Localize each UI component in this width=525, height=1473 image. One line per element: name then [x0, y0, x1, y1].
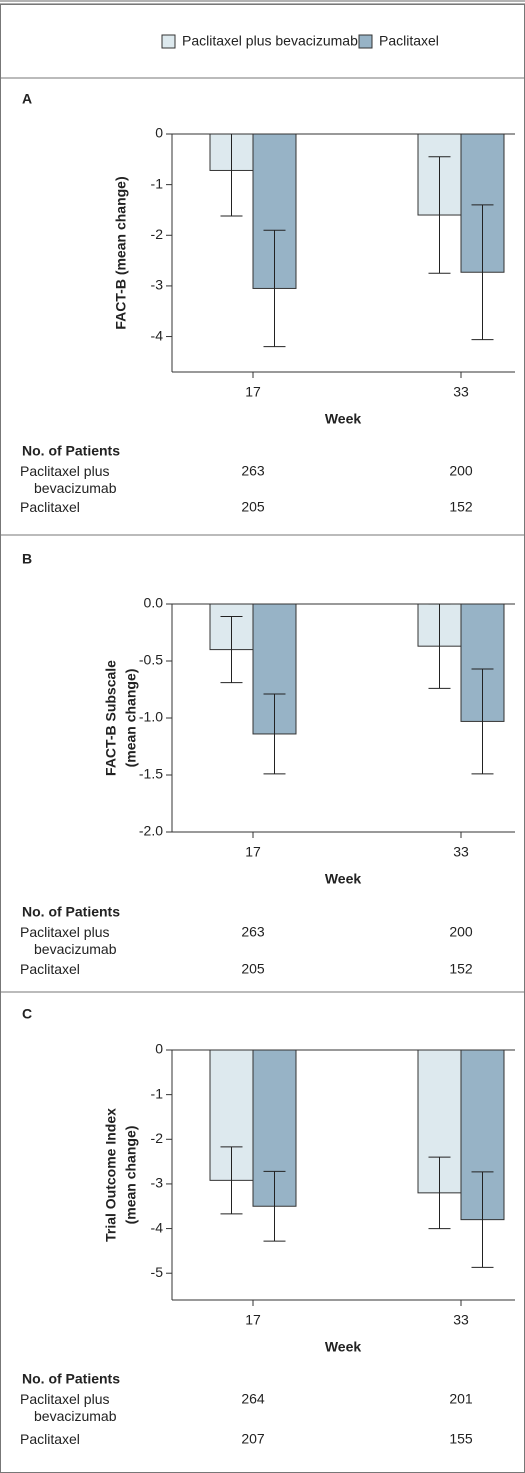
- y-axis-label: FACT-B Subscale: [103, 660, 119, 776]
- x-tick-label: 33: [453, 384, 469, 400]
- legend-label: Paclitaxel: [379, 33, 439, 49]
- panel-label: B: [22, 551, 32, 567]
- error-bar: [471, 1171, 494, 1268]
- y-tick-label: -4: [151, 327, 164, 343]
- x-tick-label: 17: [245, 1312, 261, 1328]
- patients-count: 152: [449, 961, 473, 977]
- error-bar: [428, 604, 451, 689]
- x-tick-label: 33: [453, 1312, 469, 1328]
- patients-count: 264: [241, 1391, 265, 1407]
- error-bar: [428, 1156, 451, 1230]
- panel-label: A: [22, 91, 32, 107]
- x-tick-label: 17: [245, 844, 261, 860]
- x-axis-label: Week: [325, 411, 362, 427]
- legend-label: Paclitaxel plus bevacizumab: [182, 33, 358, 49]
- y-axis-label: (mean change): [123, 1126, 139, 1225]
- x-axis-label: Week: [325, 871, 362, 887]
- error-bar: [471, 668, 494, 775]
- patients-title: No. of Patients: [22, 1371, 120, 1387]
- patients-count: 200: [449, 463, 473, 479]
- error-bar: [263, 229, 286, 348]
- y-tick-label: -3: [151, 1175, 164, 1191]
- x-axis-label: Week: [325, 1339, 362, 1355]
- x-tick-label: 33: [453, 844, 469, 860]
- y-tick-label: -2: [151, 226, 164, 242]
- y-tick-label: 0: [155, 1041, 163, 1057]
- patients-row-label: Paclitaxel plus bevacizumab: [20, 463, 117, 496]
- error-bar: [471, 204, 494, 341]
- error-bar: [263, 1170, 286, 1242]
- patients-count: 152: [449, 499, 473, 515]
- legend-swatch: [161, 34, 176, 49]
- y-tick-label: -2: [151, 1130, 164, 1146]
- y-tick-label: 0: [155, 125, 163, 141]
- y-tick-label: 0.0: [144, 595, 164, 611]
- patients-count: 155: [449, 1431, 473, 1447]
- error-bar: [428, 156, 451, 274]
- error-bar: [220, 134, 243, 217]
- patients-count: 207: [241, 1431, 265, 1447]
- y-tick-label: -1.0: [139, 709, 163, 725]
- y-axis-label: Trial Outcome Index: [103, 1108, 119, 1242]
- error-bar: [220, 1146, 243, 1215]
- panel-label: C: [22, 1006, 32, 1022]
- patients-row-label: Paclitaxel: [20, 961, 80, 977]
- patients-count: 263: [241, 463, 265, 479]
- patients-count: 200: [449, 924, 473, 940]
- patients-title: No. of Patients: [22, 443, 120, 459]
- bar: [460, 1049, 505, 1221]
- y-tick-label: -1.5: [139, 766, 163, 782]
- patients-count: 201: [449, 1391, 473, 1407]
- y-tick-label: -2.0: [139, 823, 163, 839]
- y-tick-label: -5: [151, 1264, 164, 1280]
- y-tick-label: -1: [151, 175, 164, 191]
- y-tick-label: -3: [151, 277, 164, 293]
- y-tick-label: -1: [151, 1085, 164, 1101]
- y-axis-label: (mean change): [123, 669, 139, 768]
- y-tick-label: -0.5: [139, 652, 163, 668]
- y-tick-label: -4: [151, 1219, 164, 1235]
- patients-row-label: Paclitaxel plus bevacizumab: [20, 924, 117, 957]
- patients-row-label: Paclitaxel: [20, 499, 80, 515]
- y-axis-label: FACT-B (mean change): [113, 176, 129, 329]
- x-tick-label: 17: [245, 384, 261, 400]
- patients-count: 205: [241, 499, 265, 515]
- patients-title: No. of Patients: [22, 904, 120, 920]
- error-bar: [263, 693, 286, 775]
- error-bar: [220, 616, 243, 684]
- bar: [252, 133, 297, 289]
- patients-count: 205: [241, 961, 265, 977]
- legend-swatch: [358, 34, 373, 49]
- patients-count: 263: [241, 924, 265, 940]
- patients-row-label: Paclitaxel plus bevacizumab: [20, 1391, 117, 1424]
- patients-row-label: Paclitaxel: [20, 1431, 80, 1447]
